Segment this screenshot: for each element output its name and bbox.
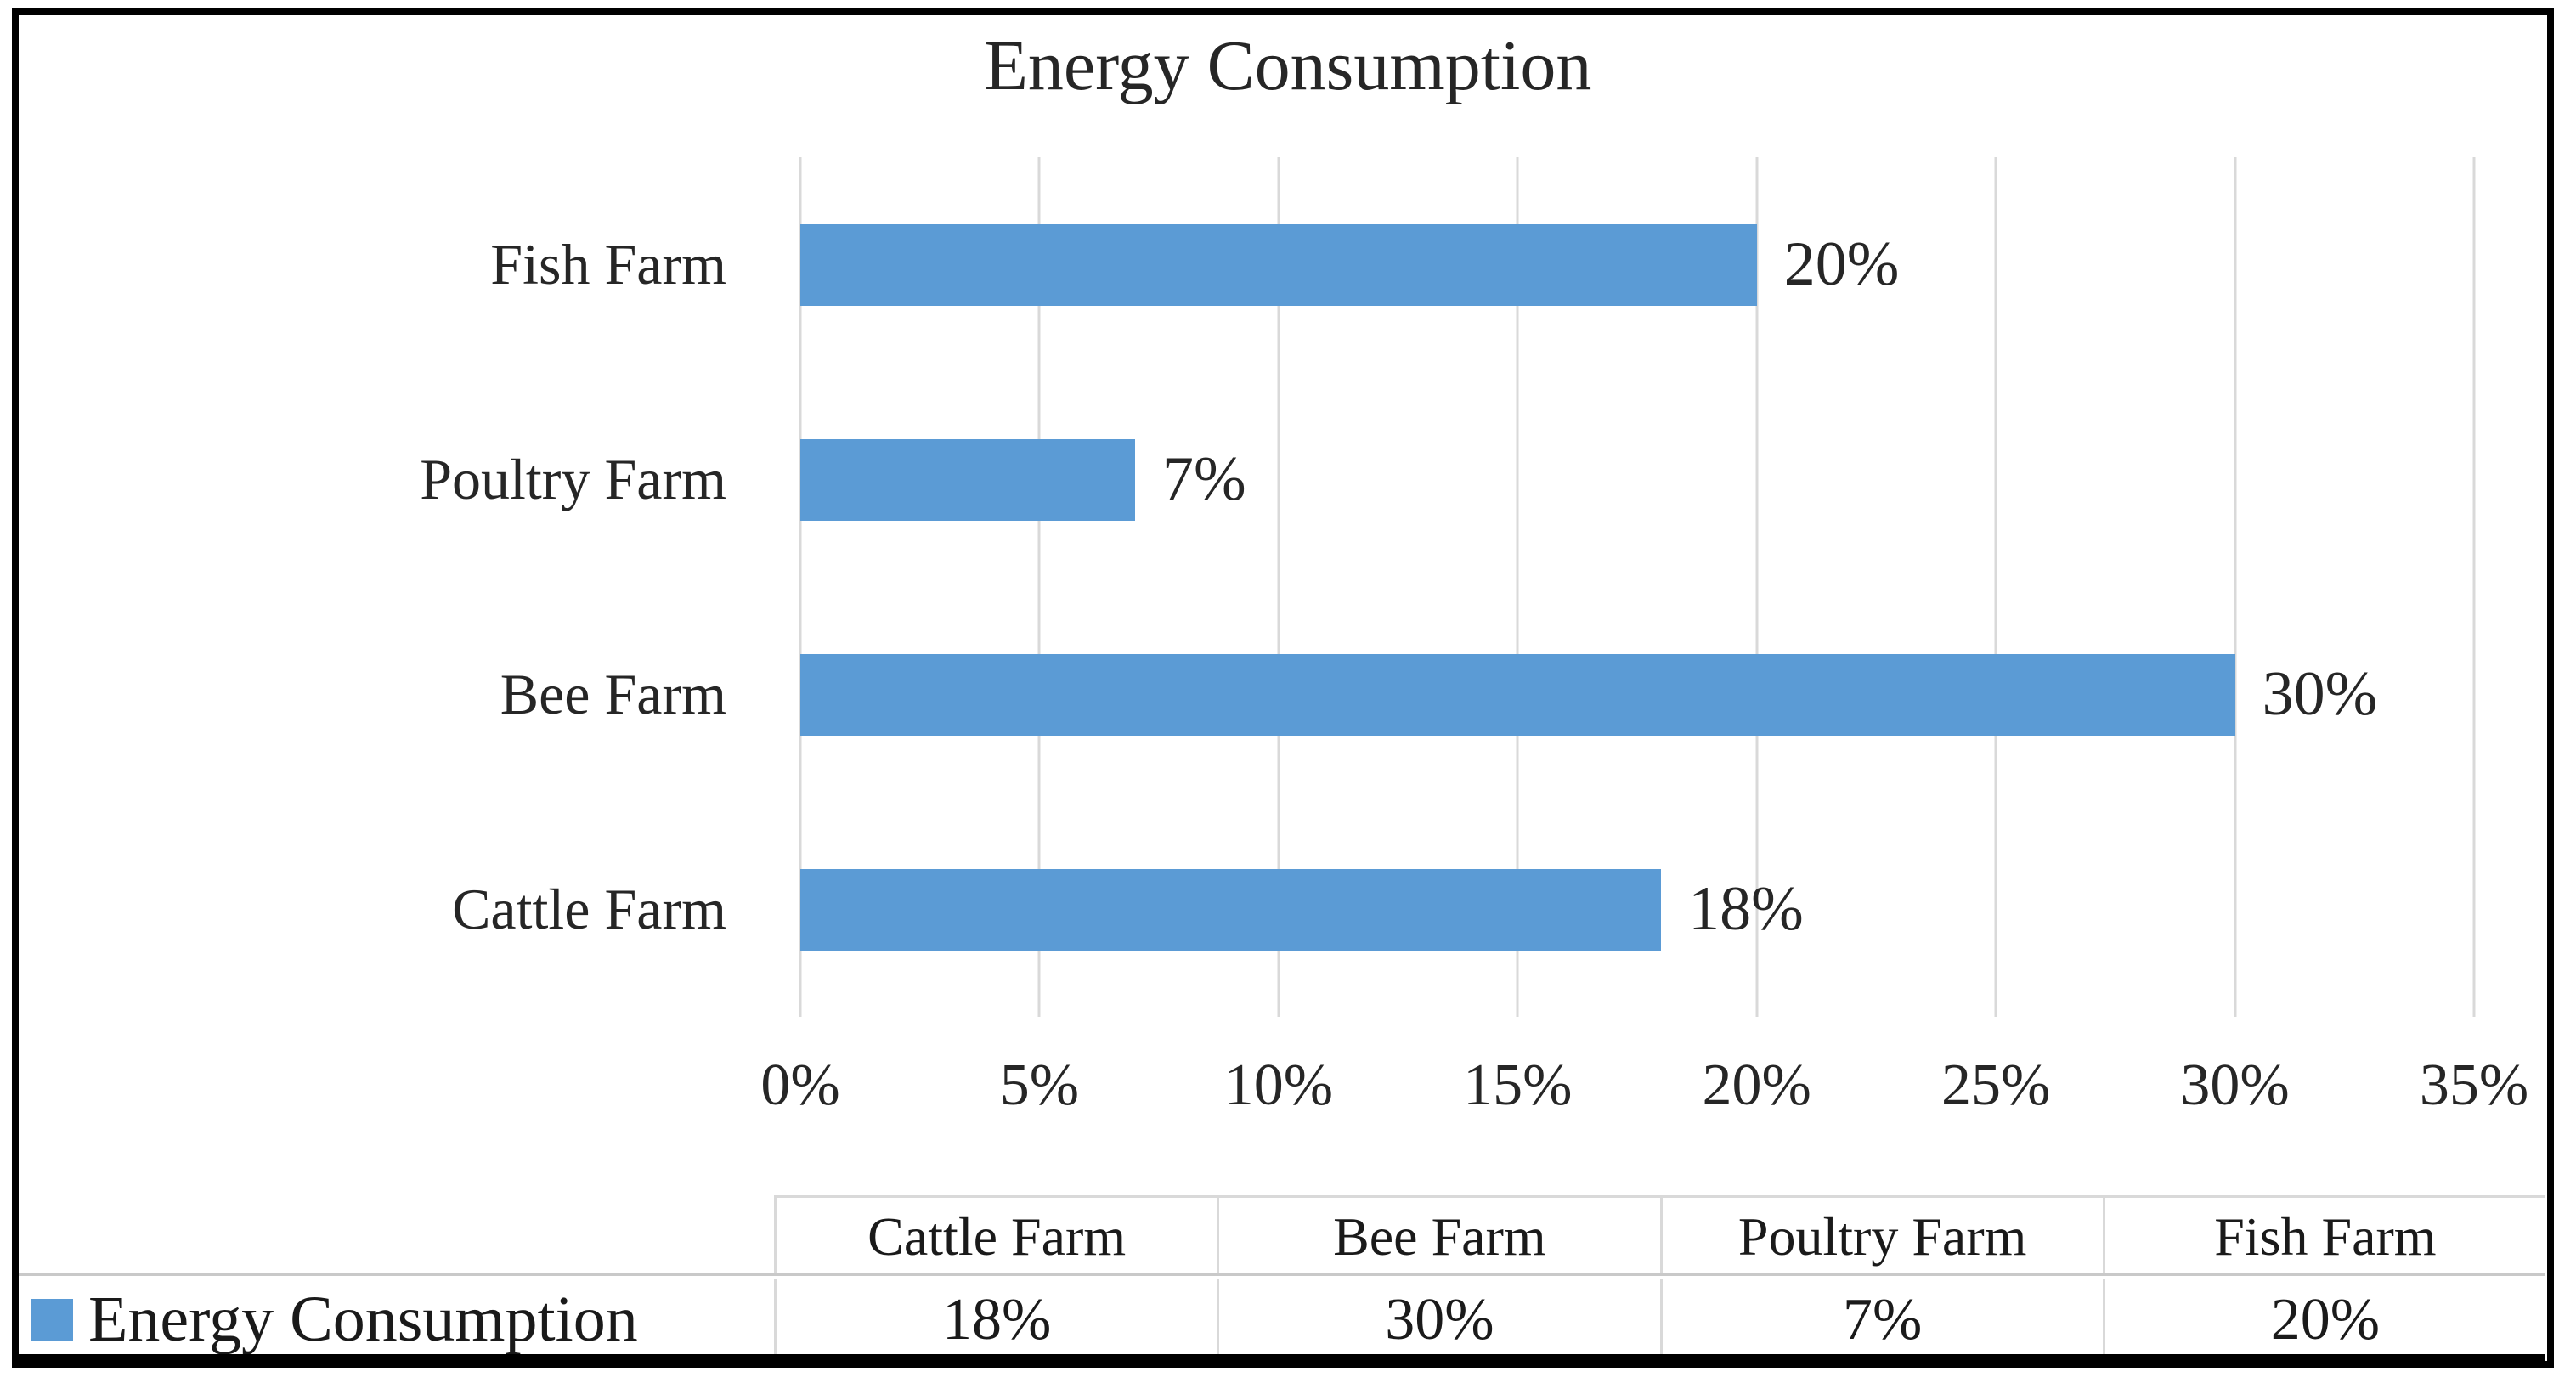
plot-area: 20% 7% 30% 18% <box>799 157 2476 1017</box>
category-label-bee-farm: Bee Farm <box>500 662 726 726</box>
category-label-cattle-farm: Cattle Farm <box>452 877 726 941</box>
bar-row-poultry-farm: 7% <box>800 372 2474 587</box>
bar-cattle-farm <box>800 868 1662 951</box>
category-label-poultry-farm: Poultry Farm <box>420 447 726 511</box>
data-label-cattle-farm: 18% <box>1688 874 1804 944</box>
bar-fish-farm <box>800 223 1757 306</box>
axis-tick-15pct: 15% <box>1463 1053 1573 1118</box>
gridline-35pct <box>2472 157 2476 1017</box>
category-label-fish-farm: Fish Farm <box>490 232 726 296</box>
bar-poultry-farm <box>800 438 1135 521</box>
bar-row-bee-farm: 30% <box>800 587 2474 802</box>
gridline-30pct <box>2234 157 2237 1017</box>
value-axis: 0% 5% 10% 15% 20% 25% 30% 35% <box>760 1052 2528 1132</box>
axis-tick-0pct: 0% <box>760 1053 840 1118</box>
data-table-value-row: 18% 30% 7% 20% <box>774 1279 2545 1361</box>
legend-entry: Energy Consumption <box>31 1279 771 1361</box>
gridline-15pct <box>1516 157 1519 1017</box>
axis-tick-25pct: 25% <box>1940 1053 2051 1118</box>
table-value-bee-farm: 30% <box>1217 1279 1659 1361</box>
gridline-20pct <box>1755 157 1759 1017</box>
table-header-poultry-farm: Poultry Farm <box>1659 1198 2103 1275</box>
gridline-5pct <box>1037 157 1041 1017</box>
table-header-cattle-farm: Cattle Farm <box>774 1198 1217 1275</box>
bar-row-fish-farm: 20% <box>800 157 2474 372</box>
table-value-cattle-farm: 18% <box>774 1279 1217 1361</box>
table-value-fish-farm: 20% <box>2102 1279 2545 1361</box>
table-header-fish-farm: Fish Farm <box>2102 1198 2545 1275</box>
table-header-bee-farm: Bee Farm <box>1217 1198 1659 1275</box>
legend-label: Energy Consumption <box>88 1284 638 1355</box>
table-divider-line <box>19 1273 2545 1276</box>
data-label-bee-farm: 30% <box>2262 659 2378 729</box>
bar-row-cattle-farm: 18% <box>800 802 2474 1017</box>
data-label-fish-farm: 20% <box>1783 229 1900 299</box>
table-bottom-border <box>19 1354 2545 1362</box>
gridline-0pct <box>799 157 802 1017</box>
axis-tick-20pct: 20% <box>1702 1053 1811 1118</box>
gridline-10pct <box>1277 157 1280 1017</box>
axis-tick-10pct: 10% <box>1223 1053 1333 1118</box>
axis-tick-35pct: 35% <box>2419 1053 2529 1118</box>
data-table-header-row: Cattle Farm Bee Farm Poultry Farm Fish F… <box>774 1195 2545 1275</box>
bar-bee-farm <box>800 653 2235 736</box>
gridline-25pct <box>1994 157 1997 1017</box>
chart-title: Energy Consumption <box>984 26 1592 105</box>
legend-swatch-icon <box>31 1298 73 1341</box>
axis-tick-30pct: 30% <box>2180 1053 2290 1118</box>
data-label-poultry-farm: 7% <box>1162 444 1246 514</box>
table-value-poultry-farm: 7% <box>1659 1279 2103 1361</box>
category-axis: Fish Farm Poultry Farm Bee Farm Cattle F… <box>34 157 765 1017</box>
axis-tick-5pct: 5% <box>999 1053 1080 1118</box>
